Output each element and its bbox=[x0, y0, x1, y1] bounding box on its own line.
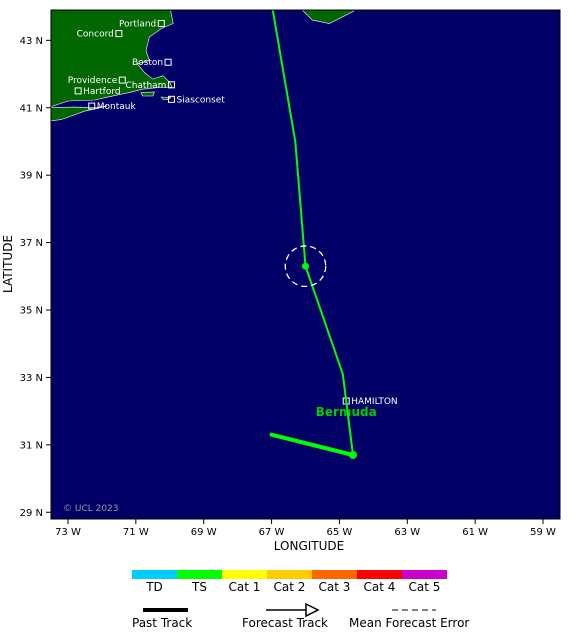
lon-tick-label: 65 W bbox=[327, 527, 353, 538]
city-label-siasconset: Siasconset bbox=[176, 95, 225, 105]
city-marker-providence bbox=[118, 76, 126, 84]
past-track-label: Past Track bbox=[132, 616, 193, 630]
city-label-montauk: Montauk bbox=[97, 102, 137, 112]
copyright-text: © UCL 2023 bbox=[63, 504, 119, 514]
lat-tick-label: 29 N bbox=[20, 508, 43, 519]
city-marker-boston bbox=[164, 58, 172, 66]
city-label-providence: Providence bbox=[68, 76, 118, 86]
map-content: Portland Concord Boston Providence Chatham Ha… bbox=[51, 10, 560, 519]
legend-swatch-cat-2 bbox=[267, 570, 312, 579]
city-label-hamilton: HAMILTON bbox=[351, 397, 397, 407]
lat-tick-label: 35 N bbox=[20, 306, 43, 317]
forecast-track-label: Forecast Track bbox=[242, 616, 328, 630]
legend-label-ts: TS bbox=[192, 580, 207, 594]
city-label-boston: Boston bbox=[132, 58, 163, 68]
lat-tick-label: 43 N bbox=[20, 36, 43, 47]
city-marker-montauk bbox=[88, 102, 96, 110]
lat-tick-label: 37 N bbox=[20, 238, 43, 249]
marthas-vineyard-island bbox=[140, 91, 155, 97]
forecast-position-dot bbox=[302, 262, 309, 270]
region-label-bermuda: Bermuda bbox=[316, 405, 377, 419]
lon-tick-label: 67 W bbox=[259, 527, 285, 538]
lat-tick-label: 31 N bbox=[20, 440, 43, 451]
new-england-landmass bbox=[51, 10, 174, 107]
past-track-line bbox=[269, 432, 355, 457]
city-label-portland: Portland bbox=[119, 19, 156, 29]
lat-tick-label: 39 N bbox=[20, 171, 43, 182]
legend-label-cat-3: Cat 3 bbox=[318, 580, 351, 594]
legend-swatch-cat-5 bbox=[402, 570, 447, 579]
legend-swatch-cat-4 bbox=[357, 570, 402, 579]
city-label-concord: Concord bbox=[77, 30, 114, 40]
lon-tick-label: 71 W bbox=[123, 527, 149, 538]
map-plot-area: Portland Concord Boston Providence Chatham Ha… bbox=[51, 10, 560, 519]
legend-label-td: TD bbox=[146, 580, 163, 594]
legend-swatch-td bbox=[132, 570, 177, 579]
y-axis-title: LATITUDE bbox=[1, 235, 15, 293]
city-label-hartford: Hartford bbox=[83, 87, 120, 97]
city-label-chatham: Chatham bbox=[125, 81, 166, 91]
mean-error-circle bbox=[284, 245, 327, 288]
legend-swatch-cat-1 bbox=[222, 570, 267, 579]
map-axes: 43 N 41 N 39 N 37 N 35 N 33 N 31 N 29 N 73 W 71 W… bbox=[20, 9, 561, 538]
current-position-dot bbox=[349, 450, 358, 459]
legend-swatch-cat-3 bbox=[312, 570, 357, 579]
lon-tick-label: 63 W bbox=[394, 527, 420, 538]
legend-label-cat-4: Cat 4 bbox=[363, 580, 396, 594]
lon-tick-label: 61 W bbox=[462, 527, 488, 538]
lat-tick-label: 41 N bbox=[20, 103, 43, 114]
lon-tick-label: 69 W bbox=[191, 527, 217, 538]
forecast-track-key-arrow bbox=[305, 602, 320, 618]
plot-border bbox=[50, 9, 561, 520]
city-marker-hartford bbox=[74, 87, 82, 95]
legend-label-cat-5: Cat 5 bbox=[408, 580, 441, 594]
long-island-landmass bbox=[51, 105, 108, 122]
x-axis-title: LONGITUDE bbox=[274, 539, 344, 553]
legend-label-cat-1: Cat 1 bbox=[228, 580, 261, 594]
legend-label-cat-2: Cat 2 bbox=[273, 580, 306, 594]
city-marker-portland bbox=[157, 19, 165, 27]
legend-swatch-ts bbox=[177, 570, 222, 579]
intensity-legend-bar bbox=[132, 570, 447, 579]
city-marker-chatham bbox=[167, 81, 175, 89]
lon-tick-label: 73 W bbox=[55, 527, 81, 538]
city-marker-siasconset bbox=[167, 95, 175, 103]
mean-error-label: Mean Forecast Error bbox=[349, 616, 470, 630]
nova-scotia-landmass bbox=[301, 10, 355, 24]
lon-tick-label: 59 W bbox=[530, 527, 556, 538]
city-marker-concord bbox=[115, 30, 123, 38]
lat-tick-label: 33 N bbox=[20, 373, 43, 384]
